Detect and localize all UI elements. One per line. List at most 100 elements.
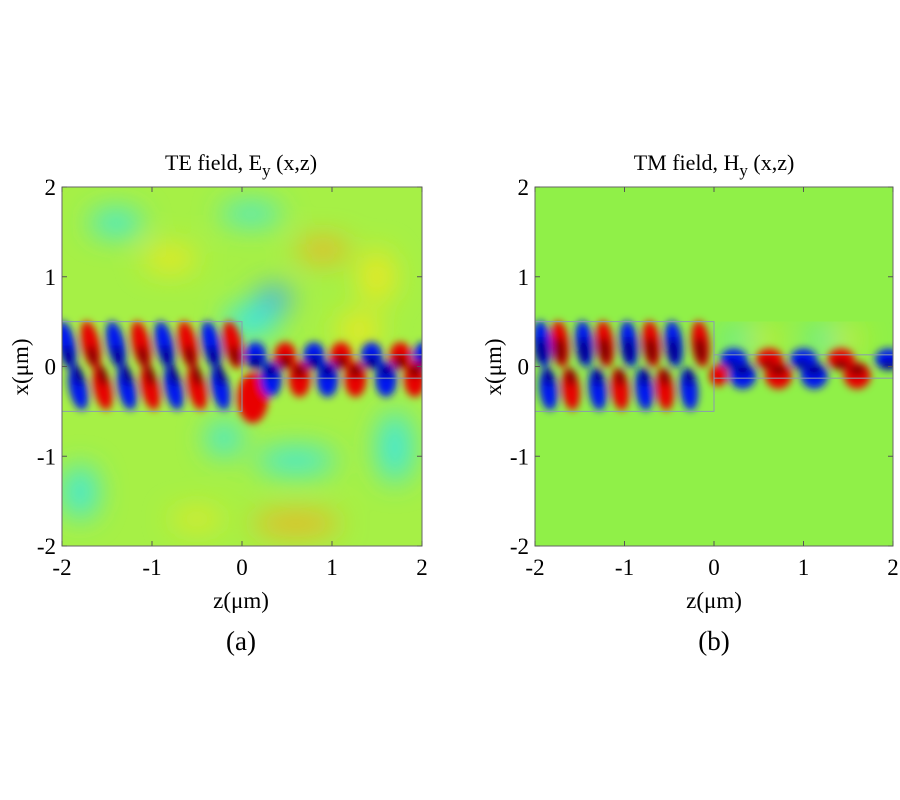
narrow-waveguide-outline [241,354,422,379]
field-blob [394,355,407,369]
field-blob [684,368,694,387]
y-tick-label: 1 [45,265,57,290]
field-blob [63,345,74,367]
field-blob [639,368,649,387]
field-blob [359,249,395,304]
panel-a-xlabel: z(μm) [213,588,269,613]
field-blob [255,447,337,475]
field-blob [695,336,707,364]
field-blob [599,336,611,364]
field-blob [349,364,362,378]
x-tick-label: -1 [615,555,634,580]
field-blob [833,360,850,370]
x-tick-label: -2 [525,555,544,580]
y-tick-label: -2 [510,534,529,559]
panel-a-ylabel: x(μm) [8,338,33,395]
field-blob [660,368,670,387]
field-blob [336,312,382,349]
field-blob [237,372,269,424]
field-blob [145,364,156,387]
field-blob [229,345,240,367]
field-blob [543,368,553,387]
field-blob [566,368,576,387]
field-blob [163,366,184,411]
field-blob [588,367,607,411]
field-blob [408,364,422,378]
field-blob [610,367,630,411]
field-blob [170,510,224,529]
field-blob [112,345,123,367]
field-blob [561,367,580,411]
field-blob [554,336,566,364]
field-blob [578,336,590,364]
field-blob [668,336,680,364]
field-blob [89,209,143,237]
field-blob [251,512,341,535]
field-blob [645,336,657,364]
x-tick-label: -2 [52,555,71,580]
field-blob [334,355,348,369]
field-blob [754,330,782,349]
field-blob [187,366,207,411]
panel-b-ylabel: x(μm) [481,338,506,395]
field-blob [834,330,862,349]
field-blob [709,364,728,387]
field-blob [321,364,334,378]
field-blob [770,364,787,376]
field-blob [296,239,350,261]
x-tick-label: 0 [236,555,248,580]
field-blob [215,364,226,387]
y-tick-label: 0 [45,355,57,380]
field-blob [635,367,654,411]
y-tick-label: -2 [37,534,56,559]
field-blob [208,345,219,367]
field-blob [219,203,283,225]
field-blob [255,285,292,313]
narrow-waveguide-outline [713,354,893,379]
field-blob [210,366,231,411]
field-blob [623,336,635,364]
y-tick-label: -1 [510,444,529,469]
field-blob [138,345,148,367]
field-blob [62,465,98,520]
field-blob [184,345,195,367]
x-tick-label: -1 [142,555,161,580]
y-tick-label: 1 [518,265,530,290]
y-tick-label: 2 [518,175,530,200]
field-blob [722,330,750,349]
field-blob [87,345,98,367]
field-blob [278,355,292,369]
x-tick-label: 1 [798,555,810,580]
field-blob [593,368,603,387]
y-tick-label: 2 [45,175,57,200]
field-blob [734,364,751,376]
x-tick-label: 0 [708,555,720,580]
panel-a-heatmap [62,187,422,546]
field-blob [249,355,262,369]
field-blob [806,364,823,376]
field-blob [377,411,413,484]
field-blob [116,366,137,411]
field-blob [161,345,172,367]
x-tick-label: 2 [887,555,899,580]
panel-b-xlabel: z(μm) [686,588,742,613]
panel-a-title: TE field, Ey (x,z) [165,150,317,180]
field-blob [880,360,893,370]
field-blob [264,364,278,378]
y-tick-label: -1 [37,444,56,469]
panel-b-label: (b) [698,626,729,656]
field-blob [536,336,548,364]
field-blob [168,364,179,387]
field-blob [192,364,202,387]
field-blob [807,330,835,349]
field-blob [140,366,161,411]
x-tick-label: 2 [416,555,428,580]
field-blob [73,364,84,387]
field-blob [679,367,699,411]
field-blob [143,245,197,273]
field-blob [68,366,89,411]
field-blob [92,366,113,411]
field-blob [615,368,625,387]
